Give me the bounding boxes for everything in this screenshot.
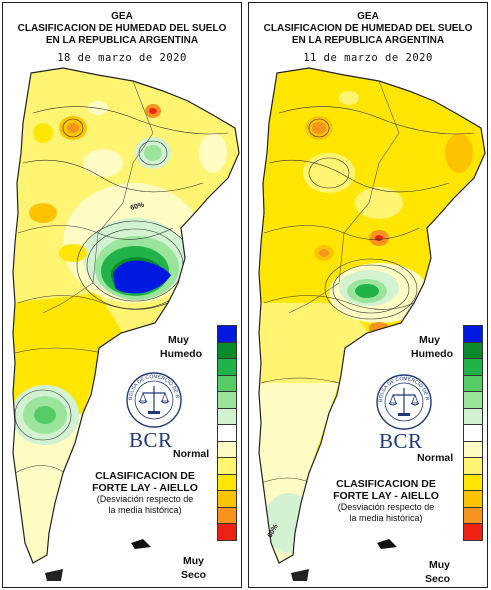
panel-org-left: GEA bbox=[111, 11, 133, 22]
legend-swatch-humedo-3 bbox=[463, 374, 483, 391]
legend-swatch-seco-2 bbox=[463, 457, 483, 474]
soil-moisture-map-panel-right: 60% GEA CLASIFICACION DE HUMEDAD DEL SUE… bbox=[248, 2, 488, 588]
legend-muy-seco-top-label-left: Muy bbox=[183, 555, 204, 567]
classification-block-left: CLASIFICACION DE FORTE LAY - AIELLO (Des… bbox=[85, 470, 205, 516]
panel-date-left: 18 de marzo de 2020 bbox=[57, 52, 187, 64]
bcr-logo-text-right: BCR bbox=[379, 429, 423, 453]
classification-block-right: CLASIFICACION DE FORTE LAY - AIELLO (Des… bbox=[325, 478, 447, 524]
legend-swatch-muy-seco bbox=[463, 523, 483, 541]
legend-swatch-humedo-4 bbox=[463, 358, 483, 375]
classification-note2: la media histórica) bbox=[349, 513, 423, 523]
legend-normal-label-left: Normal bbox=[173, 448, 210, 460]
panel-title-line2-right: EN LA REPUBLICA ARGENTINA bbox=[291, 35, 445, 46]
classification-note1: (Desviación respecto de bbox=[337, 502, 435, 512]
panel-title-line1-left: CLASIFICACION DE HUMEDAD DEL SUELO bbox=[17, 23, 227, 34]
argentina-map-left: 60% bbox=[12, 67, 240, 581]
legend-swatch-humedo-5 bbox=[217, 341, 237, 358]
legend-color-scale-left bbox=[217, 325, 237, 541]
legend-swatch-seco-5 bbox=[217, 506, 237, 523]
legend-swatch-normal bbox=[463, 424, 483, 441]
legend-swatch-seco-5 bbox=[463, 506, 483, 523]
panel-title-line1-right: CLASIFICACION DE HUMEDAD DEL SUELO bbox=[263, 23, 473, 34]
classification-note2: la media histórica) bbox=[108, 505, 182, 515]
legend-humedo-label-right: Humedo bbox=[411, 348, 453, 360]
legend-humedo-label-left: Humedo bbox=[160, 348, 202, 360]
legend-swatch-normal bbox=[217, 424, 237, 441]
legend-color-scale-right bbox=[463, 325, 483, 541]
legend-swatch-seco-1 bbox=[217, 440, 237, 457]
bcr-seal-logo-left: BOLSA DE COMERCIO DE ROSARIO bbox=[125, 371, 182, 428]
classification-line2: FORTE LAY - AIELLO bbox=[333, 490, 439, 502]
legend-muy-label-left: Muy bbox=[168, 334, 189, 346]
legend-swatch-muy-humedo bbox=[217, 325, 237, 342]
contour-label-left: 60% bbox=[130, 201, 146, 212]
classification-line2: FORTE LAY - AIELLO bbox=[92, 482, 198, 494]
classification-note1: (Desviación respecto de bbox=[96, 494, 194, 504]
legend-swatch-humedo-5 bbox=[463, 341, 483, 358]
soil-moisture-map-panel-left: 60% GEA CLASIFICACION DE HUMEDAD DEL SUE… bbox=[2, 2, 242, 588]
legend-swatch-humedo-1 bbox=[463, 407, 483, 424]
legend-swatch-seco-3 bbox=[463, 473, 483, 490]
legend-seco-label-left: Seco bbox=[181, 569, 207, 581]
legend-swatch-seco-4 bbox=[463, 490, 483, 507]
legend-swatch-muy-seco bbox=[217, 523, 237, 541]
legend-swatch-seco-4 bbox=[217, 490, 237, 507]
classification-line1: CLASIFICACION DE bbox=[95, 470, 195, 482]
legend-muy-seco-top-label-right: Muy bbox=[429, 559, 450, 571]
legend-swatch-muy-humedo bbox=[463, 325, 483, 342]
bcr-seal-logo-right: BOLSA DE COMERCIO DE ROSARIO bbox=[375, 373, 432, 430]
argentina-map-right: 60% bbox=[258, 67, 486, 581]
classification-line1: CLASIFICACION DE bbox=[336, 478, 436, 490]
legend-swatch-seco-2 bbox=[217, 457, 237, 474]
legend-swatch-seco-1 bbox=[463, 440, 483, 457]
legend-swatch-humedo-2 bbox=[463, 391, 483, 408]
legend-seco-label-right: Seco bbox=[425, 573, 451, 585]
panel-org-right: GEA bbox=[357, 11, 379, 22]
legend-swatch-humedo-4 bbox=[217, 358, 237, 375]
bcr-logo-text-left: BCR bbox=[129, 428, 173, 452]
legend-swatch-humedo-3 bbox=[217, 374, 237, 391]
panel-title-line2-left: EN LA REPUBLICA ARGENTINA bbox=[45, 35, 199, 46]
legend-swatch-humedo-1 bbox=[217, 407, 237, 424]
legend-normal-label-right: Normal bbox=[417, 452, 454, 464]
panel-date-right: 11 de marzo de 2020 bbox=[303, 52, 433, 64]
legend-swatch-humedo-2 bbox=[217, 391, 237, 408]
legend-muy-label-right: Muy bbox=[419, 334, 440, 346]
legend-swatch-seco-3 bbox=[217, 473, 237, 490]
